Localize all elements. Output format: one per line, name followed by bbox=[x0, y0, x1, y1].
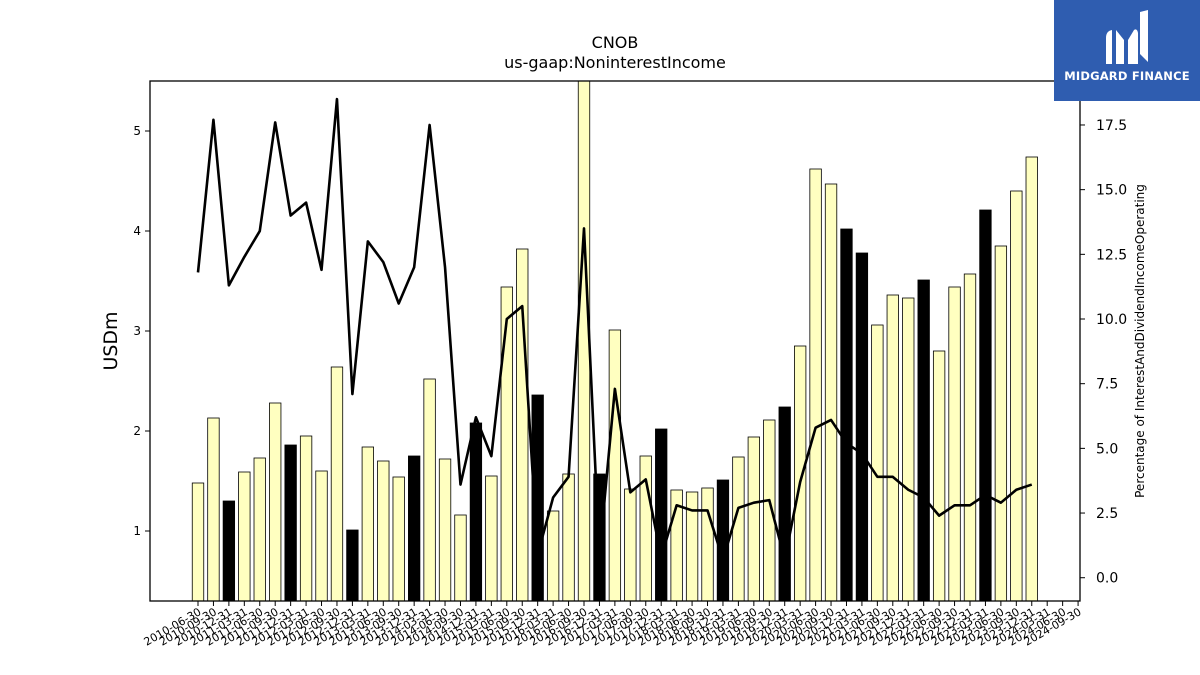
bar bbox=[685, 491, 699, 601]
y2-tick-label: 5.0 bbox=[1096, 441, 1118, 457]
y2-axis-label: Percentage of InterestAndDividendIncomeO… bbox=[1133, 184, 1147, 498]
bar bbox=[809, 168, 822, 601]
y2-tick-label: 10.0 bbox=[1096, 312, 1127, 328]
bar bbox=[269, 402, 282, 601]
bar bbox=[732, 456, 745, 601]
bar bbox=[485, 475, 498, 601]
bar bbox=[299, 435, 313, 601]
bar bbox=[824, 183, 838, 601]
bar bbox=[238, 471, 251, 601]
bar bbox=[346, 529, 359, 601]
left-axis: 1 2 3 4 5 bbox=[133, 124, 150, 538]
y-axis-label: USDm bbox=[100, 311, 122, 370]
bar bbox=[284, 444, 297, 601]
bar bbox=[392, 476, 405, 601]
chart-subtitle: us-gaap:NoninterestIncome bbox=[504, 53, 726, 72]
y-tick-label: 1 bbox=[133, 524, 141, 538]
bar bbox=[763, 419, 776, 601]
y2-tick-label: 15.0 bbox=[1096, 183, 1127, 199]
y-tick-label: 4 bbox=[133, 224, 141, 238]
y-tick-label: 3 bbox=[133, 324, 141, 338]
right-axis: 0.0 2.5 5.0 7.5 10.0 12.5 15.0 17.5 bbox=[1080, 118, 1127, 587]
bar bbox=[639, 455, 652, 601]
y2-tick-label: 0.0 bbox=[1096, 571, 1118, 587]
y2-tick-label: 7.5 bbox=[1096, 377, 1118, 393]
bar bbox=[500, 286, 513, 601]
bar bbox=[469, 422, 483, 601]
bar bbox=[253, 457, 266, 601]
bar bbox=[701, 487, 714, 601]
bar bbox=[454, 514, 467, 601]
bar bbox=[562, 473, 575, 601]
bar bbox=[655, 428, 668, 601]
bar bbox=[222, 500, 236, 601]
y-tick-label: 2 bbox=[133, 424, 141, 438]
bar bbox=[747, 436, 760, 601]
bar bbox=[315, 470, 328, 601]
bar bbox=[423, 378, 436, 601]
bar bbox=[624, 488, 637, 601]
bar bbox=[608, 329, 622, 601]
bar bbox=[794, 345, 807, 601]
bar bbox=[330, 366, 344, 601]
midgard-finance-logo: MIDGARD FINANCE bbox=[1054, 0, 1200, 101]
bar bbox=[886, 294, 899, 601]
bar bbox=[377, 460, 390, 601]
bar bbox=[531, 394, 544, 601]
bar bbox=[855, 252, 869, 601]
bar bbox=[994, 245, 1008, 601]
bar bbox=[902, 297, 915, 601]
bar bbox=[546, 510, 560, 601]
bar bbox=[191, 482, 205, 601]
y2-tick-label: 2.5 bbox=[1096, 506, 1118, 522]
bar bbox=[948, 286, 961, 601]
bar bbox=[1025, 156, 1038, 601]
bar bbox=[361, 446, 374, 601]
x-axis: 2010-06-302010-09-302010-12-312011-03-31… bbox=[142, 601, 1084, 649]
plot-area bbox=[191, 81, 1038, 601]
y2-tick-label: 17.5 bbox=[1096, 118, 1127, 134]
bar bbox=[516, 248, 529, 601]
bar bbox=[1010, 190, 1023, 601]
chart-title: CNOB bbox=[592, 33, 639, 52]
bar bbox=[438, 458, 452, 601]
bar bbox=[778, 406, 791, 601]
y-tick-label: 5 bbox=[133, 124, 141, 138]
bar bbox=[917, 279, 930, 601]
logo-text: MIDGARD FINANCE bbox=[1064, 69, 1190, 83]
logo-mark-icon bbox=[1106, 10, 1148, 64]
bar bbox=[840, 228, 853, 601]
bar bbox=[979, 209, 992, 601]
bar bbox=[716, 479, 730, 601]
bar bbox=[207, 417, 220, 601]
bar bbox=[670, 489, 683, 601]
bar bbox=[963, 273, 977, 601]
y2-tick-label: 12.5 bbox=[1096, 247, 1127, 263]
bar bbox=[932, 350, 946, 601]
bar bbox=[871, 324, 884, 601]
ratio-line bbox=[196, 97, 1033, 561]
bar bbox=[408, 455, 421, 601]
